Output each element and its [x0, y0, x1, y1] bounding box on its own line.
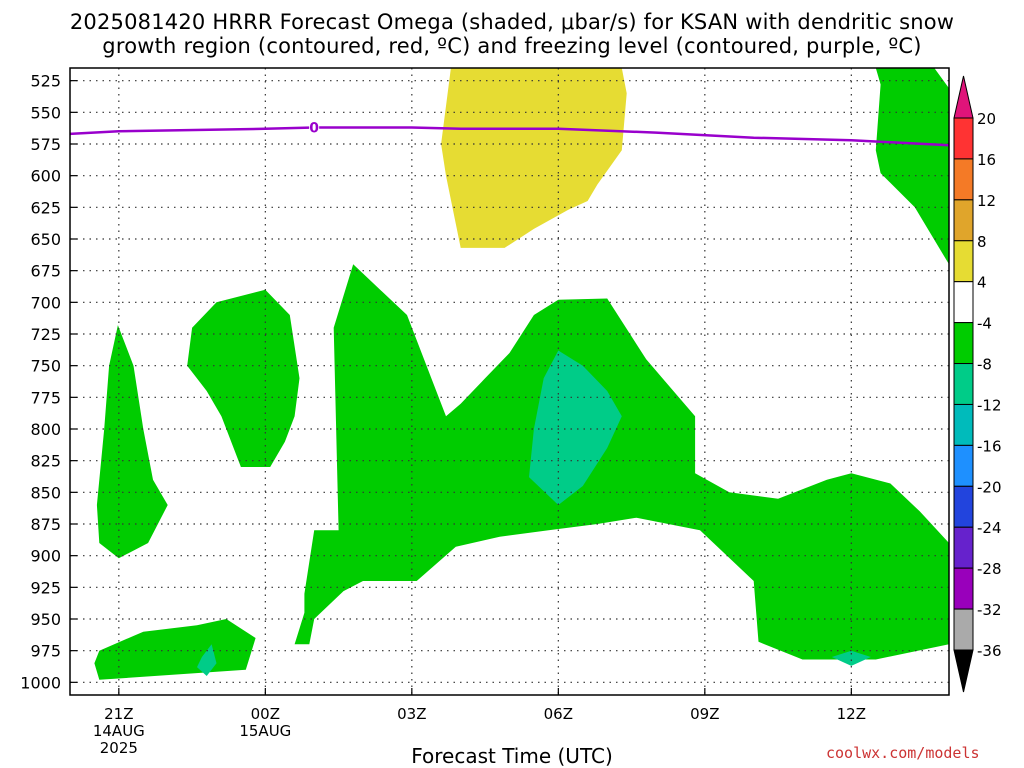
x-tick-label-1: 00Z [251, 705, 280, 723]
omega-region-0 [441, 68, 627, 248]
colorbar-label-0: 20 [977, 110, 996, 128]
y-tick-label-1: 550 [30, 103, 61, 122]
colorbar-swatch-10 [953, 526, 974, 569]
freezing-level-line [70, 126, 949, 147]
freezing-level-label-bg [309, 119, 320, 135]
y-tick-label-14: 875 [30, 515, 61, 534]
y-tick-label-12: 825 [30, 452, 61, 471]
colorbar-top-arrow [953, 75, 974, 119]
y-tick-label-4: 625 [30, 198, 61, 217]
y-tick-label-0: 525 [30, 72, 61, 91]
colorbar-label-9: -20 [977, 478, 1002, 496]
y-axis: 525 550 575 600 625 650 675 700 725 750 775 800 825 8… [20, 72, 77, 692]
y-tick-label-19: 1000 [20, 673, 61, 692]
grid-lines [70, 68, 949, 695]
colorbar-swatch-3 [953, 240, 974, 283]
y-tick-label-2: 575 [30, 135, 61, 154]
y-tick-label-17: 950 [30, 610, 61, 629]
x-tick-label-4: 09Z [690, 705, 719, 723]
colorbar-label-5: -4 [977, 315, 992, 333]
colorbar-swatch-5 [953, 322, 974, 365]
freezing-level-layer: 0 [70, 119, 949, 147]
colorbar: 20 16 12 8 4 -4 -8 -12 -16 -20 -24 -28 -32 -36 [953, 75, 1002, 693]
y-tick-label-10: 775 [30, 388, 61, 407]
colorbar-label-2: 12 [977, 192, 996, 210]
omega-region-1 [875, 68, 949, 265]
x-tick-date-0: 14AUG [93, 722, 145, 740]
omega-region-6 [529, 350, 622, 505]
omega-region-3 [187, 289, 300, 467]
x-tick-label-0: 21Z [104, 705, 133, 723]
colorbar-bottom-arrow [953, 649, 974, 693]
colorbar-label-8: -16 [977, 437, 1002, 455]
omega-region-4 [294, 264, 949, 660]
x-tick-year-0: 2025 [100, 739, 138, 757]
colorbar-swatch-11 [953, 567, 974, 610]
colorbar-label-11: -28 [977, 560, 1002, 578]
y-tick-label-3: 600 [30, 167, 61, 186]
y-tick-label-6: 675 [30, 262, 61, 281]
colorbar-label-13: -36 [977, 642, 1002, 660]
y-tick-label-9: 750 [30, 357, 61, 376]
y-tick-label-8: 725 [30, 325, 61, 344]
colorbar-label-6: -8 [977, 356, 992, 374]
colorbar-swatch-9 [953, 485, 974, 528]
y-tick-label-16: 925 [30, 578, 61, 597]
colorbar-label-4: 4 [977, 274, 987, 292]
colorbar-label-12: -32 [977, 601, 1002, 619]
colorbar-label-7: -12 [977, 396, 1002, 414]
omega-regions [94, 68, 949, 680]
colorbar-label-10: -24 [977, 519, 1002, 537]
y-tick-label-7: 700 [30, 293, 61, 312]
x-tick-label-2: 03Z [397, 705, 426, 723]
plot-area: 0 [70, 68, 949, 695]
x-tick-date-1: 15AUG [239, 722, 291, 740]
x-tick-label-3: 06Z [544, 705, 573, 723]
colorbar-swatch-2 [953, 199, 974, 242]
omega-region-2 [96, 325, 168, 559]
chart-title-line2: growth region (contoured, red, ºC) and f… [102, 34, 922, 58]
x-axis-label: Forecast Time (UTC) [411, 744, 613, 768]
colorbar-label-1: 16 [977, 151, 996, 169]
y-tick-label-13: 850 [30, 483, 61, 502]
credit-text: coolwx.com/models [826, 744, 980, 762]
y-tick-label-5: 650 [30, 230, 61, 249]
x-tick-label-5: 12Z [837, 705, 866, 723]
colorbar-swatch-1 [953, 158, 974, 201]
colorbar-swatch-7 [953, 403, 974, 446]
omega-region-7 [197, 644, 217, 676]
colorbar-swatch-0 [953, 117, 974, 160]
colorbar-swatch-8 [953, 444, 974, 487]
omega-region-8 [831, 650, 871, 666]
chart-title-line1: 2025081420 HRRR Forecast Omega (shaded, … [69, 10, 955, 34]
y-tick-label-18: 975 [30, 642, 61, 661]
colorbar-swatch-6 [953, 363, 974, 405]
colorbar-label-3: 8 [977, 233, 987, 251]
plot-frame [69, 67, 950, 696]
y-tick-label-11: 800 [30, 420, 61, 439]
freezing-level-label: 0 [309, 121, 319, 137]
colorbar-swatch-4 [953, 281, 974, 324]
y-tick-label-15: 900 [30, 547, 61, 566]
colorbar-swatch-12 [953, 608, 974, 651]
